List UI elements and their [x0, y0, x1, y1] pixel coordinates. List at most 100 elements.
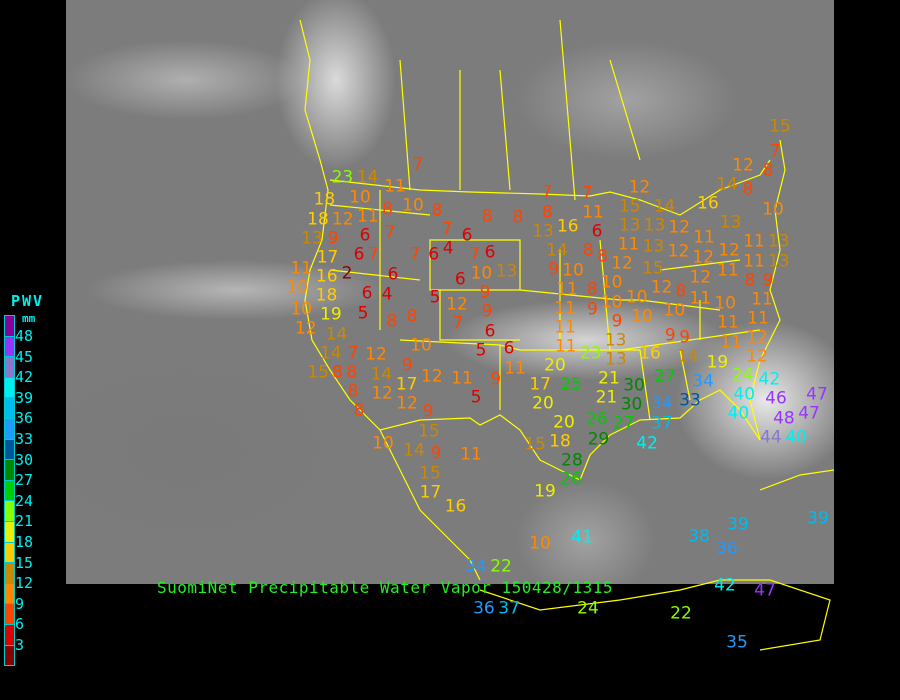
- pwv-station-value: 12: [371, 383, 393, 404]
- pwv-station-value: 47: [754, 580, 776, 601]
- pwv-station-value: 13: [767, 251, 790, 271]
- pwv-station-value: 8: [744, 270, 756, 291]
- pwv-station-value: 13: [301, 228, 323, 249]
- pwv-station-value: 5: [429, 287, 441, 308]
- pwv-station-value: 19: [534, 481, 556, 502]
- legend-title: PWV: [11, 292, 45, 310]
- pwv-station-value: 10: [714, 293, 736, 314]
- pwv-station-value: 14: [325, 324, 348, 345]
- pwv-station-value: 10: [410, 335, 432, 356]
- pwv-station-value: 14: [677, 346, 699, 367]
- pwv-station-value: 36: [473, 598, 495, 619]
- pwv-station-value: 18: [315, 285, 338, 306]
- pwv-station-value: 19: [706, 352, 729, 373]
- pwv-station-value: 18: [549, 431, 571, 452]
- pwv-station-value: 7: [441, 219, 453, 240]
- pwv-station-value: 23: [579, 343, 602, 364]
- pwv-station-value: 18: [307, 209, 329, 230]
- legend-swatch: [5, 563, 14, 584]
- pwv-station-value: 11: [582, 202, 604, 223]
- legend-label: 42: [15, 368, 34, 387]
- pwv-station-value: 6: [428, 244, 440, 265]
- legend-swatch: [5, 316, 14, 337]
- pwv-station-value: 10: [631, 306, 653, 327]
- pwv-station-value: 10: [372, 433, 394, 454]
- pwv-station-value: 8: [353, 400, 365, 421]
- pwv-station-value: 17: [395, 374, 418, 395]
- pwv-station-value: 13: [767, 231, 790, 252]
- pwv-station-value: 12: [718, 240, 741, 261]
- pwv-station-value: 42: [636, 433, 658, 454]
- pwv-station-value: 12: [365, 344, 387, 365]
- pwv-station-value: 9: [327, 228, 339, 249]
- pwv-station-value: 21: [595, 387, 618, 408]
- legend-label: 15: [15, 553, 34, 572]
- pwv-station-value: 15: [418, 421, 440, 442]
- pwv-station-value: 12: [628, 177, 651, 198]
- pwv-station-value: 24: [577, 598, 599, 619]
- legend-swatch: [5, 521, 14, 543]
- pwv-station-value: 8: [347, 381, 359, 402]
- pwv-station-value: 13: [495, 261, 518, 282]
- legend-label: 9: [15, 594, 25, 613]
- pwv-station-value: 15: [769, 116, 791, 137]
- pwv-station-value: 12: [294, 318, 317, 339]
- pwv-station-value: 19: [320, 304, 342, 325]
- pwv-station-value: 39: [807, 508, 829, 529]
- pwv-station-value: 7: [412, 154, 424, 175]
- yucatan-coast: [479, 579, 831, 651]
- pwv-station-value: 7: [541, 182, 553, 203]
- pwv-station-value: 11: [554, 298, 576, 319]
- state-lines: [329, 190, 761, 421]
- pwv-station-value: 30: [620, 394, 643, 415]
- legend-label: 36: [15, 409, 34, 428]
- pwv-station-value: 8: [406, 306, 418, 327]
- pwv-station-value: 8: [742, 179, 754, 200]
- pwv-station-value: 11: [556, 279, 578, 300]
- pwv-station-value: 47: [806, 384, 828, 405]
- pwv-station-value: 17: [419, 482, 442, 503]
- legend-swatch: [5, 418, 14, 440]
- pwv-station-value: 47: [798, 403, 820, 424]
- pwv-station-value: 14: [653, 196, 676, 217]
- legend-unit: mm: [22, 312, 36, 325]
- legend-swatch: [5, 542, 14, 564]
- pwv-station-value: 9: [481, 301, 493, 322]
- pwv-station-value: 11: [689, 288, 712, 309]
- pwv-station-value: 10: [290, 299, 313, 320]
- cuba-coast: [759, 469, 835, 491]
- pwv-station-value: 23: [331, 167, 354, 188]
- pwv-station-value: 26: [586, 409, 608, 430]
- pwv-station-value: 6: [359, 225, 371, 246]
- pwv-station-value: 15: [618, 196, 641, 217]
- pwv-station-value: 7: [367, 244, 379, 265]
- pwv-station-value: 15: [524, 434, 546, 455]
- legend-swatch: [5, 624, 14, 646]
- pwv-station-value: 5: [470, 387, 482, 408]
- pwv-station-value: 8: [481, 206, 493, 227]
- pwv-station-value: 12: [611, 253, 633, 274]
- pwv-station-value: 9: [664, 325, 676, 346]
- pwv-station-value: 6: [387, 264, 399, 285]
- pwv-station-value: 7: [384, 222, 396, 243]
- pwv-station-value: 7: [347, 343, 359, 364]
- pwv-station-value: 13: [719, 212, 742, 233]
- pwv-station-value: 12: [421, 366, 443, 387]
- pwv-station-value: 20: [553, 412, 575, 433]
- pwv-station-value: 9: [586, 299, 598, 320]
- legend-label: 18: [15, 533, 34, 551]
- pwv-station-value: 8: [382, 199, 393, 220]
- map-caption: SuomiNet Precipitable Water Vapor 150428…: [157, 578, 613, 597]
- pwv-station-value: 10: [562, 260, 584, 281]
- pwv-station-value: 12: [668, 217, 691, 238]
- pwv-station-value: 40: [733, 384, 756, 405]
- us-canada-border: [329, 159, 771, 216]
- pwv-station-value: 6: [461, 225, 473, 246]
- pwv-station-value: 15: [307, 362, 330, 383]
- pwv-station-value: 8: [332, 362, 343, 383]
- pwv-station-value: 37: [651, 413, 673, 434]
- pwv-station-value: 13: [643, 215, 666, 236]
- pwv-station-value: 38: [688, 526, 710, 547]
- pwv-station-value: 8: [762, 160, 774, 181]
- pwv-station-value: 9: [762, 270, 774, 291]
